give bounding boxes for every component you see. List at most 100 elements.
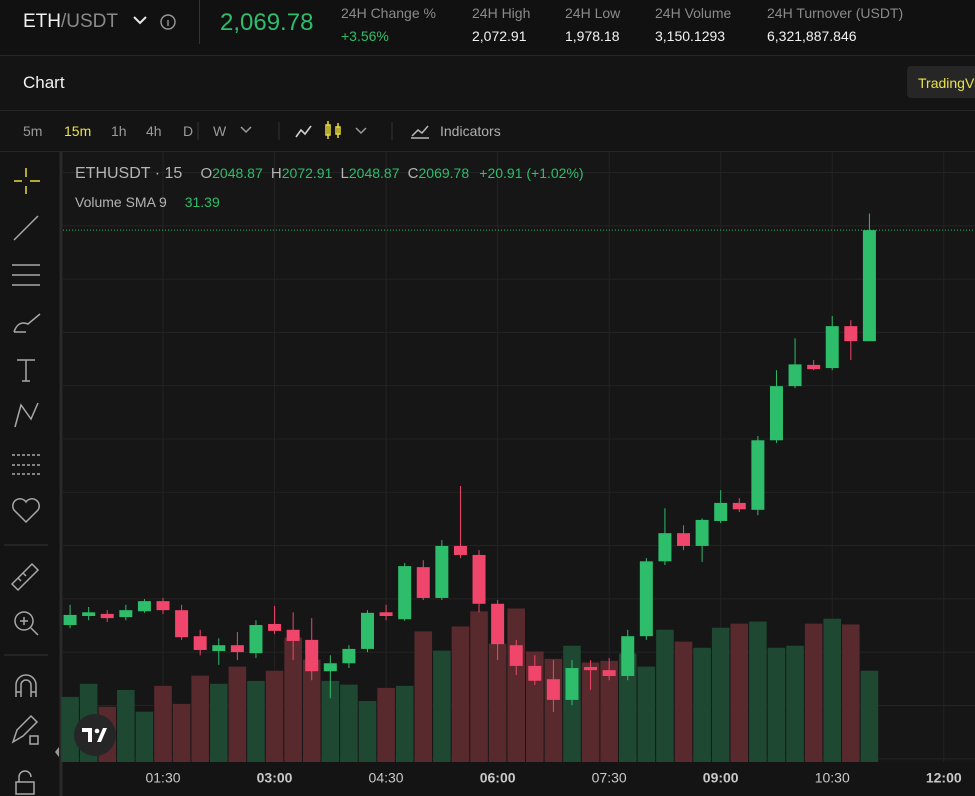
ruler-tool[interactable] <box>10 562 40 592</box>
prediction-tool[interactable] <box>12 454 40 475</box>
dropdown-icon[interactable] <box>355 127 367 135</box>
crosshair-tool[interactable] <box>14 168 40 194</box>
volume-bar <box>749 621 767 762</box>
candle-body <box>119 610 133 618</box>
candle-body <box>379 612 393 617</box>
candle-body <box>491 603 505 645</box>
tabs-bg <box>0 55 975 111</box>
candle-icon[interactable] <box>325 121 341 139</box>
trendline-tool[interactable] <box>13 215 39 241</box>
x-tick-label: 10:30 <box>815 770 850 786</box>
candle-body <box>416 567 430 598</box>
volume-bar <box>358 701 377 762</box>
zoom-tool[interactable] <box>14 611 39 636</box>
indicators-button[interactable]: Indicators <box>440 123 501 139</box>
text-tool[interactable] <box>17 359 35 382</box>
candle-body <box>249 625 263 654</box>
volume-bar <box>581 662 600 762</box>
candle-body <box>602 670 616 676</box>
volume-bar <box>61 696 79 762</box>
candle-body <box>528 665 542 681</box>
candle-body <box>175 610 189 638</box>
dropdown-icon[interactable] <box>133 16 147 25</box>
candle-body <box>323 663 337 672</box>
interval-active[interactable]: 15m <box>64 123 92 139</box>
volume-bar <box>340 684 358 762</box>
chart-legend: ETHUSDT · 15 O2048.87 H2072.91 L2048.87 … <box>75 165 584 183</box>
legend-change: +20.91 (+1.02%) <box>479 165 584 181</box>
volume-bar <box>302 659 321 762</box>
favorites-tool[interactable] <box>12 498 40 524</box>
tv-logo <box>74 714 116 756</box>
tab-title[interactable]: Chart <box>23 73 65 92</box>
stat-label: 24H High <box>472 5 531 21</box>
candle-body <box>584 666 598 671</box>
dropdown-icon[interactable] <box>240 126 252 134</box>
stat-label: 24H Volume <box>655 5 732 21</box>
candle-body <box>286 629 300 641</box>
info-icon[interactable] <box>160 14 176 30</box>
candle-body <box>621 636 635 676</box>
candle-body <box>268 623 282 631</box>
tradingview-label[interactable]: TradingView <box>918 75 975 91</box>
lock-draw-tool[interactable] <box>11 714 39 745</box>
volume-bar <box>618 653 637 762</box>
line-chart-icon[interactable] <box>295 125 312 138</box>
lock-tool[interactable] <box>15 770 35 795</box>
volume-bar <box>191 675 209 762</box>
candle-body <box>509 645 523 666</box>
legend-letter: L <box>340 165 349 182</box>
fib-tool[interactable] <box>12 264 40 286</box>
candle-body <box>82 612 96 617</box>
volume-bar <box>637 666 656 762</box>
candle-body <box>193 636 207 650</box>
drawing-tools <box>4 168 48 795</box>
candle-body <box>546 679 560 700</box>
interval[interactable]: D <box>183 123 194 139</box>
base-asset[interactable]: ETH <box>23 11 61 32</box>
interval[interactable]: W <box>213 123 227 139</box>
stat-label: 24H Low <box>565 5 621 21</box>
pattern-tool[interactable] <box>14 402 39 428</box>
stat-value: 6,321,887.846 <box>767 28 857 44</box>
legend-close: 2069.78 <box>418 165 470 181</box>
x-tick-label: 07:30 <box>592 770 627 786</box>
volume-bar <box>693 647 711 762</box>
stat-value: 1,978.18 <box>565 28 620 44</box>
volume-bar <box>600 660 618 762</box>
candle-body <box>230 645 244 653</box>
stat-value: 2,072.91 <box>472 28 527 44</box>
indicators-icon[interactable] <box>411 125 429 139</box>
candle-body <box>825 326 839 369</box>
volume-sma: 31.39 <box>184 194 220 210</box>
candle-body <box>63 614 77 626</box>
legend-high: 2072.91 <box>281 165 333 181</box>
candle-body <box>677 533 691 546</box>
quote-asset[interactable]: /USDT <box>61 11 118 32</box>
candle-body <box>360 612 374 649</box>
volume-bar <box>842 624 860 762</box>
stat-label: 24H Change % <box>341 5 436 21</box>
volume-bar <box>228 666 247 762</box>
candle-body <box>862 230 876 342</box>
candle-body <box>565 668 579 700</box>
magnet-tool[interactable] <box>15 674 37 697</box>
volume-bar <box>730 623 749 762</box>
interval[interactable]: 5m <box>23 123 43 139</box>
volume-bar <box>284 637 302 762</box>
last-price: 2,069.78 <box>220 9 314 36</box>
header-bg <box>0 0 975 55</box>
legend-title: ETHUSDT · 15 <box>75 165 183 182</box>
volume-bar <box>767 647 786 762</box>
collapse-arrow[interactable] <box>55 747 59 757</box>
tradingview-button[interactable] <box>907 66 975 98</box>
stat-label: 24H Turnover (USDT) <box>767 5 904 21</box>
candle-body <box>732 502 746 510</box>
interval[interactable]: 4h <box>146 123 162 139</box>
volume-label: Volume SMA 9 <box>75 194 167 210</box>
volume-bar <box>674 641 693 762</box>
interval[interactable]: 1h <box>111 123 127 139</box>
brush-tool[interactable] <box>13 313 41 333</box>
candle-body <box>100 613 114 619</box>
volume-bar <box>172 703 191 762</box>
